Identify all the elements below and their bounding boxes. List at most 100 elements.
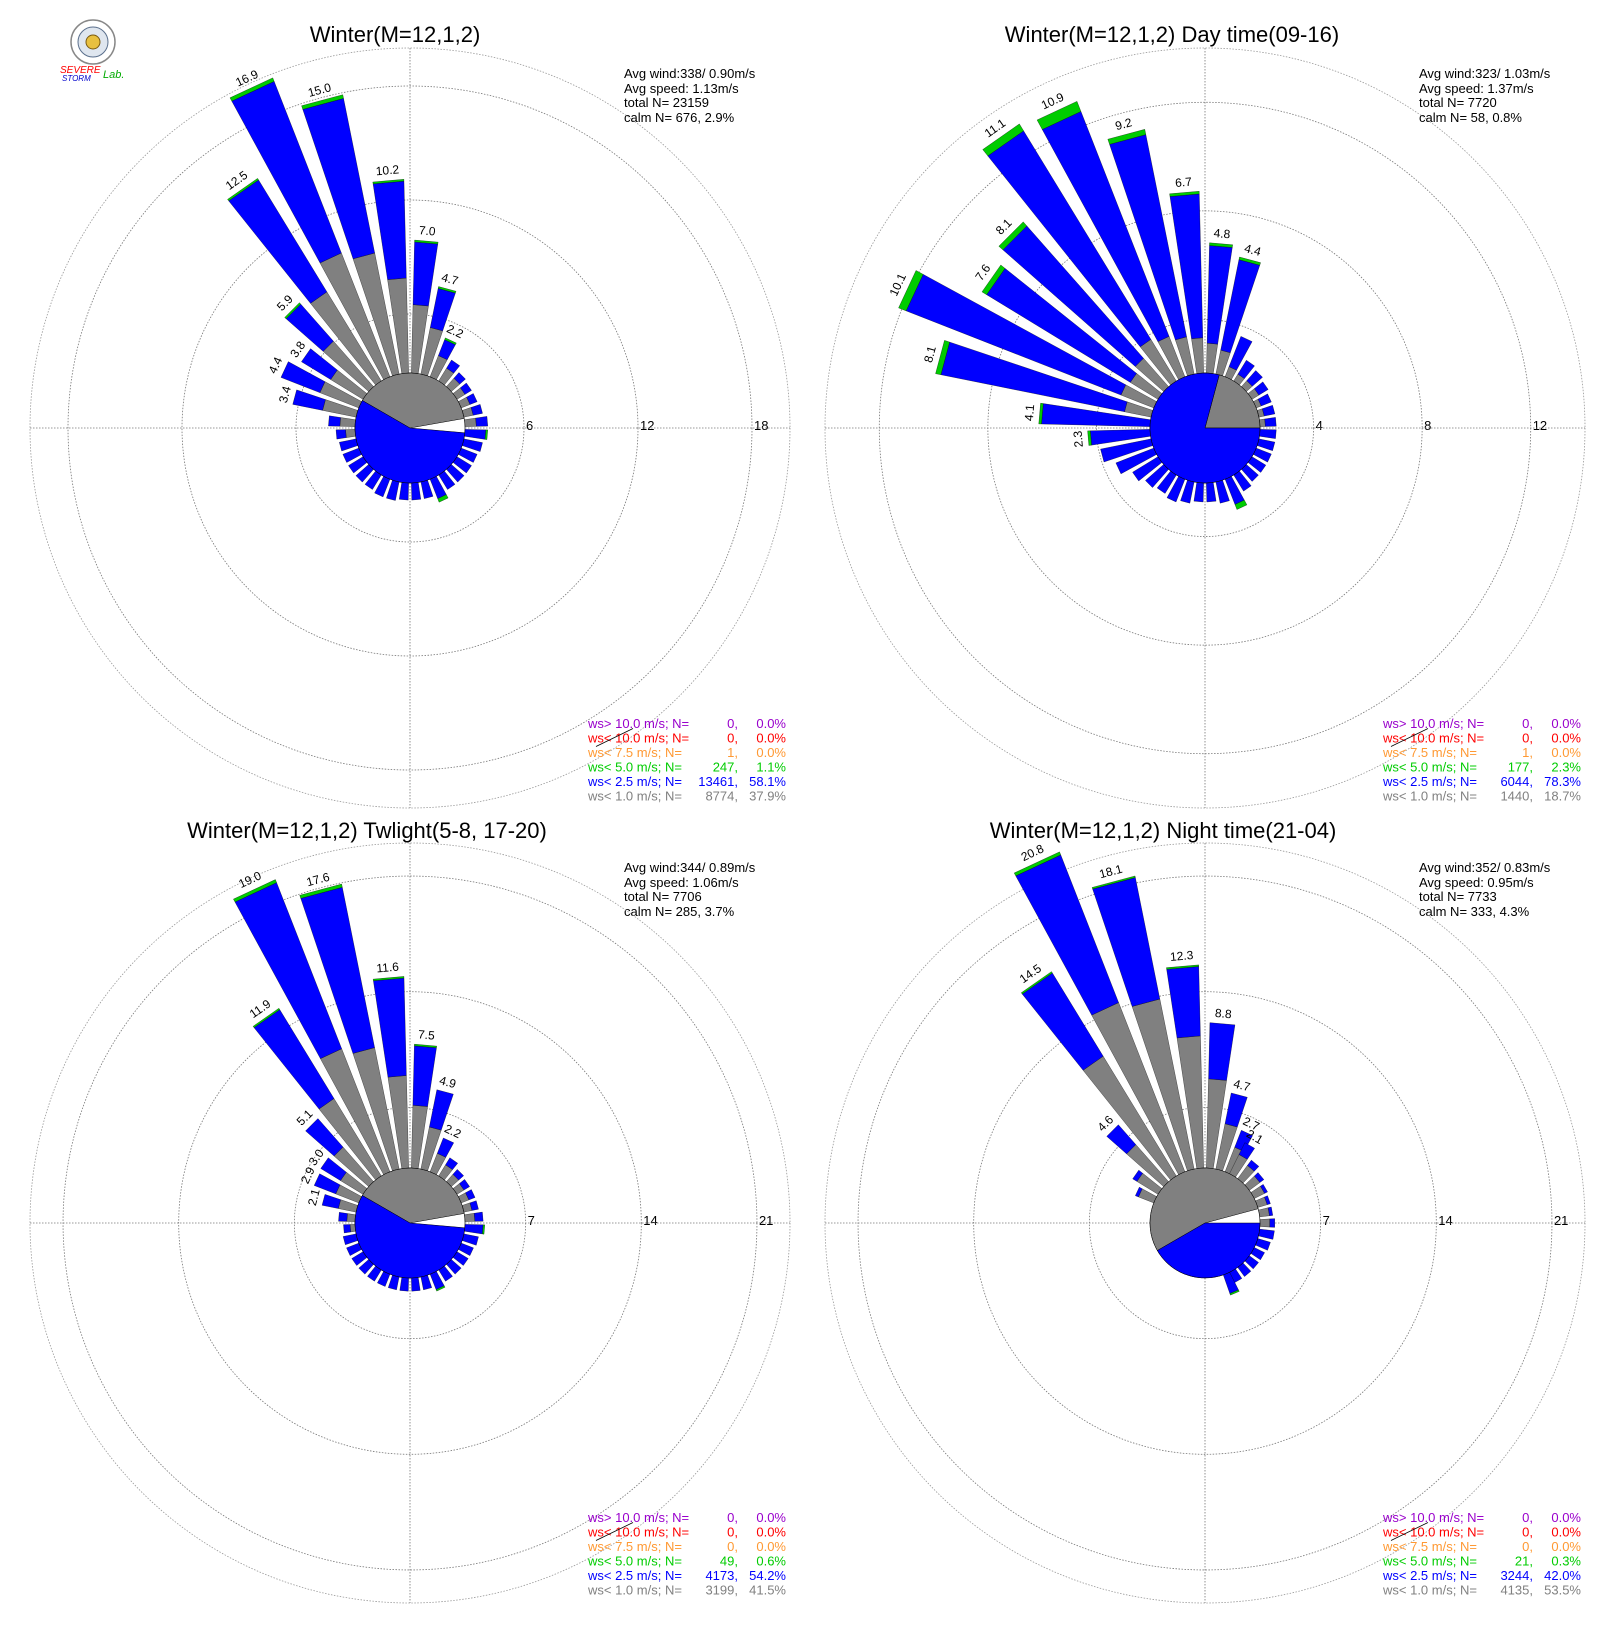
logo-text-storm: STORM	[62, 74, 91, 83]
legend-percent: 0.0%	[756, 1539, 786, 1554]
bar-segment-lt25	[1258, 1228, 1275, 1240]
bar-value-label: 12.3	[1169, 948, 1194, 964]
core-sector-lt25	[1149, 372, 1261, 484]
legend-count: 0,	[1522, 716, 1533, 731]
bar-segment-lt25	[343, 1224, 351, 1234]
ring-label: 4	[1316, 418, 1323, 433]
bar-segment-lt25	[1254, 1172, 1265, 1183]
stat-avg-speed: Avg speed: 1.13m/s	[624, 81, 739, 96]
bar-segment-lt25	[1238, 1142, 1255, 1160]
logo-text-severe: SEVERE	[60, 65, 101, 76]
bar-segment-lt1	[464, 417, 477, 427]
bar-segment-lt25	[464, 429, 487, 440]
speed-legend: ws> 10.0 m/s; N= 0, 0.0% ws< 10.0 m/s; N= 0,…	[1382, 716, 1581, 804]
legend-count: 3199,	[705, 1583, 738, 1598]
bar-segment-lt5	[981, 264, 1006, 295]
bar-segment-lt25	[328, 415, 341, 427]
legend-percent: 0.0%	[756, 1510, 786, 1525]
legend-count: 8774,	[705, 789, 738, 804]
legend-percent: 0.0%	[756, 1525, 786, 1540]
bar-segment-lt25	[1135, 1186, 1143, 1198]
bar-value-label: 2.9	[298, 1165, 318, 1186]
stat-avg-wind: Avg wind:323/ 1.03m/s	[1419, 66, 1551, 81]
legend-entry-lt25: ws< 2.5 m/s; N=	[1382, 774, 1477, 789]
bar-value-label: 9.2	[1114, 115, 1134, 133]
bar-segment-lt1	[346, 1213, 356, 1222]
bar-segment-lt1	[1206, 343, 1218, 374]
bar-segment-lt5	[482, 1224, 485, 1235]
legend-count: 0,	[727, 1510, 738, 1525]
legend-strike-line	[595, 1522, 634, 1541]
bar-segment-lt1	[1258, 1207, 1270, 1218]
bar-segment-lt5	[233, 879, 277, 903]
bar-segment-lt25	[1228, 336, 1253, 371]
bar-segment-lt1	[1259, 418, 1266, 427]
bar-segment-lt25	[399, 1277, 409, 1292]
ring-label: 21	[759, 1213, 773, 1228]
bar-value-label: 8.1	[921, 344, 939, 364]
bar-value-label: 4.9	[438, 1073, 458, 1091]
ring-label: 21	[1554, 1213, 1568, 1228]
stat-total-n: total N= 7706	[624, 889, 702, 904]
bar-value-label: 15.0	[306, 80, 332, 100]
core-sector-lt1	[1204, 374, 1261, 429]
stat-avg-speed: Avg speed: 1.06m/s	[624, 875, 739, 890]
legend-percent: 58.1%	[749, 774, 786, 789]
legend-entry-lt5: ws< 5.0 m/s; N=	[587, 760, 682, 775]
bar-segment-lt25	[280, 361, 326, 393]
stat-avg-speed: Avg speed: 0.95m/s	[1419, 875, 1534, 890]
legend-entry-lt5: ws< 5.0 m/s; N=	[1382, 760, 1477, 775]
bar-segment-lt25	[1246, 370, 1263, 387]
legend-percent: 0.0%	[1551, 1539, 1581, 1554]
legend-percent: 2.3%	[1551, 760, 1581, 775]
core-sector-lt1	[1149, 1167, 1259, 1251]
bar-value-label: 11.6	[376, 960, 400, 976]
bar-segment-lt5	[982, 123, 1024, 157]
bar-segment-lt25	[474, 1211, 484, 1222]
legend-percent: 78.3%	[1544, 774, 1581, 789]
bar-segment-lt1	[339, 417, 356, 427]
legend-entry-gt10: ws> 10.0 m/s; N=	[587, 716, 689, 731]
legend-entry-lt1: ws< 1.0 m/s; N=	[1382, 789, 1477, 804]
bar-value-label: 4.8	[1213, 226, 1231, 241]
bar-segment-lt5	[998, 221, 1028, 251]
bar-value-label: 18.1	[1098, 862, 1124, 882]
bar-segment-lt25	[429, 1089, 454, 1131]
stat-avg-wind: Avg wind:352/ 0.83m/s	[1419, 860, 1551, 875]
legend-count: 1440,	[1500, 789, 1533, 804]
legend-percent: 0.0%	[1551, 745, 1581, 760]
bar-segment-lt25	[459, 1179, 470, 1191]
bar-segment-lt5	[414, 1043, 437, 1048]
bar-segment-lt25	[339, 438, 359, 452]
legend-count: 21,	[1515, 1554, 1533, 1569]
legend-entry-gt10: ws> 10.0 m/s; N=	[1382, 1510, 1484, 1525]
legend-count: 0,	[727, 1539, 738, 1554]
legend-entry-lt10: ws< 10.0 m/s; N=	[587, 1525, 689, 1540]
bar-segment-lt25	[446, 359, 460, 374]
bar-segment-lt25	[1255, 1238, 1271, 1251]
stat-calm-n: calm N= 333, 4.3%	[1419, 904, 1530, 919]
legend-entry-lt5: ws< 5.0 m/s; N=	[587, 1554, 682, 1569]
legend-percent: 54.2%	[749, 1568, 786, 1583]
legend-entry-lt25: ws< 2.5 m/s; N=	[587, 1568, 682, 1583]
bar-segment-lt5	[1038, 402, 1044, 425]
bar-segment-lt25	[1247, 1159, 1260, 1172]
bar-segment-lt25	[1106, 1124, 1137, 1155]
bar-value-label: 2.2	[445, 321, 466, 341]
bar-segment-lt25	[388, 1274, 400, 1291]
bar-value-label: 2.7	[1241, 1114, 1262, 1134]
legend-percent: 0.0%	[1551, 731, 1581, 746]
core-sector-lt25	[354, 400, 466, 484]
bar-segment-lt25	[1259, 429, 1277, 439]
bar-segment-lt5	[1229, 1289, 1240, 1296]
ring-label: 18	[754, 418, 768, 433]
legend-strike-line	[595, 728, 634, 747]
ring-label: 7	[1323, 1213, 1330, 1228]
stat-calm-n: calm N= 285, 3.7%	[624, 904, 735, 919]
legend-entry-lt10: ws< 10.0 m/s; N=	[1382, 1525, 1484, 1540]
legend-count: 3244,	[1500, 1568, 1533, 1583]
bar-segment-lt5	[1036, 101, 1082, 130]
bar-segment-lt5	[252, 1008, 280, 1028]
